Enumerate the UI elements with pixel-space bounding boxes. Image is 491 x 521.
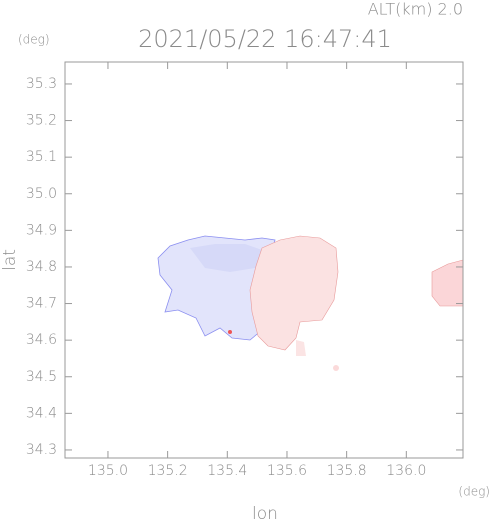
altitude-label: ALT(km) 2.0	[368, 0, 463, 19]
x-unit: (deg)	[458, 485, 490, 499]
y-tick-label: 34.4	[26, 405, 57, 421]
receding-echo-fragment	[296, 340, 306, 356]
y-tick-label: 34.9	[26, 222, 57, 238]
x-axis-label: lon	[252, 504, 278, 521]
y-tick-label: 34.3	[26, 442, 57, 458]
y-tick-label: 34.5	[26, 369, 57, 385]
x-tick-label: 135.4	[207, 463, 247, 479]
y-tick-label: 34.7	[26, 296, 57, 312]
y-axis-label: lat	[0, 249, 20, 271]
y-tick-label: 34.6	[26, 332, 57, 348]
plot-frame	[64, 61, 464, 459]
y-unit: (deg)	[18, 33, 50, 47]
y-tick-label: 34.8	[26, 259, 57, 275]
x-tick-label: 135.8	[327, 463, 367, 479]
x-tick-label: 135.0	[88, 463, 128, 479]
y-tick-label: 35.0	[26, 186, 57, 202]
x-tick-label: 135.6	[267, 463, 307, 479]
chart-title: 2021/05/22 16:47:41	[138, 25, 392, 53]
y-tick-label: 35.3	[26, 76, 57, 92]
echo-spot	[228, 330, 232, 334]
approaching-core	[190, 244, 262, 272]
x-tick-label: 136.0	[386, 463, 426, 479]
y-tick-label: 35.1	[26, 149, 57, 165]
y-tick-label: 35.2	[26, 113, 57, 129]
receding-echo	[249, 235, 339, 351]
echo-spot	[333, 365, 339, 371]
echo-regions	[157, 235, 464, 371]
x-tick-label: 135.2	[148, 463, 188, 479]
